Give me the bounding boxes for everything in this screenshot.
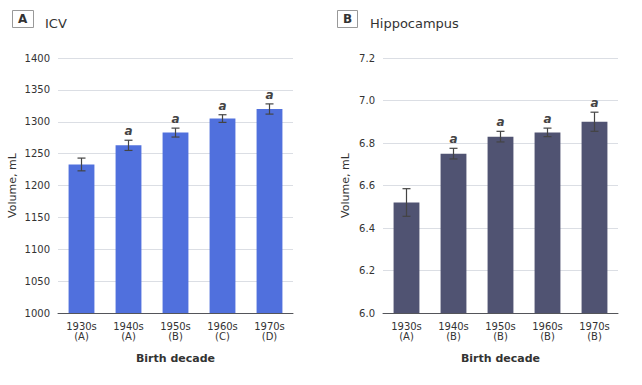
svg-text:1930s: 1930s xyxy=(391,320,422,332)
svg-text:(B): (B) xyxy=(587,331,602,342)
svg-text:a: a xyxy=(449,132,457,146)
svg-text:(A): (A) xyxy=(74,331,89,342)
svg-text:6.8: 6.8 xyxy=(359,138,375,149)
svg-text:(B): (B) xyxy=(446,331,461,342)
svg-text:a: a xyxy=(590,96,598,110)
svg-text:Birth decade: Birth decade xyxy=(136,352,215,365)
svg-text:1400: 1400 xyxy=(25,53,50,64)
svg-text:1940s: 1940s xyxy=(113,320,144,332)
svg-text:1970s: 1970s xyxy=(254,320,285,332)
svg-text:1960s: 1960s xyxy=(532,320,563,332)
svg-text:(D): (D) xyxy=(262,331,278,342)
svg-text:a: a xyxy=(124,124,132,138)
svg-text:1930s: 1930s xyxy=(66,320,97,332)
svg-text:Birth decade: Birth decade xyxy=(461,352,540,365)
svg-text:6.2: 6.2 xyxy=(359,265,375,276)
svg-text:1050: 1050 xyxy=(25,276,50,287)
svg-text:1200: 1200 xyxy=(25,180,50,191)
svg-text:(C): (C) xyxy=(215,331,230,342)
svg-text:a: a xyxy=(171,112,179,126)
svg-text:6.6: 6.6 xyxy=(359,180,375,191)
svg-text:1940s: 1940s xyxy=(438,320,469,332)
svg-text:(B): (B) xyxy=(540,331,555,342)
svg-text:1000: 1000 xyxy=(25,308,50,319)
svg-text:6.0: 6.0 xyxy=(359,308,375,319)
svg-text:1960s: 1960s xyxy=(207,320,238,332)
svg-text:Volume, mL: Volume, mL xyxy=(6,152,19,218)
svg-text:a: a xyxy=(496,115,504,129)
svg-text:1150: 1150 xyxy=(25,212,50,223)
svg-text:(B): (B) xyxy=(493,331,508,342)
svg-text:(A): (A) xyxy=(121,331,136,342)
svg-text:6.4: 6.4 xyxy=(359,223,375,234)
svg-text:a: a xyxy=(265,88,273,102)
svg-text:A: A xyxy=(18,12,28,26)
svg-text:7.0: 7.0 xyxy=(359,95,375,106)
svg-text:1300: 1300 xyxy=(25,116,50,127)
svg-text:(B): (B) xyxy=(168,331,183,342)
svg-text:a: a xyxy=(543,112,551,126)
svg-text:a: a xyxy=(218,99,226,113)
svg-text:1250: 1250 xyxy=(25,148,50,159)
svg-text:1950s: 1950s xyxy=(485,320,516,332)
svg-text:B: B xyxy=(343,12,352,26)
svg-text:(A): (A) xyxy=(399,331,414,342)
svg-text:Volume, mL: Volume, mL xyxy=(339,152,352,218)
svg-text:1950s: 1950s xyxy=(160,320,191,332)
svg-text:1970s: 1970s xyxy=(579,320,610,332)
svg-text:7.2: 7.2 xyxy=(359,53,375,64)
svg-text:Hippocampus: Hippocampus xyxy=(370,16,459,31)
svg-text:1350: 1350 xyxy=(25,84,50,95)
svg-text:1100: 1100 xyxy=(25,244,50,255)
svg-text:ICV: ICV xyxy=(45,16,67,31)
